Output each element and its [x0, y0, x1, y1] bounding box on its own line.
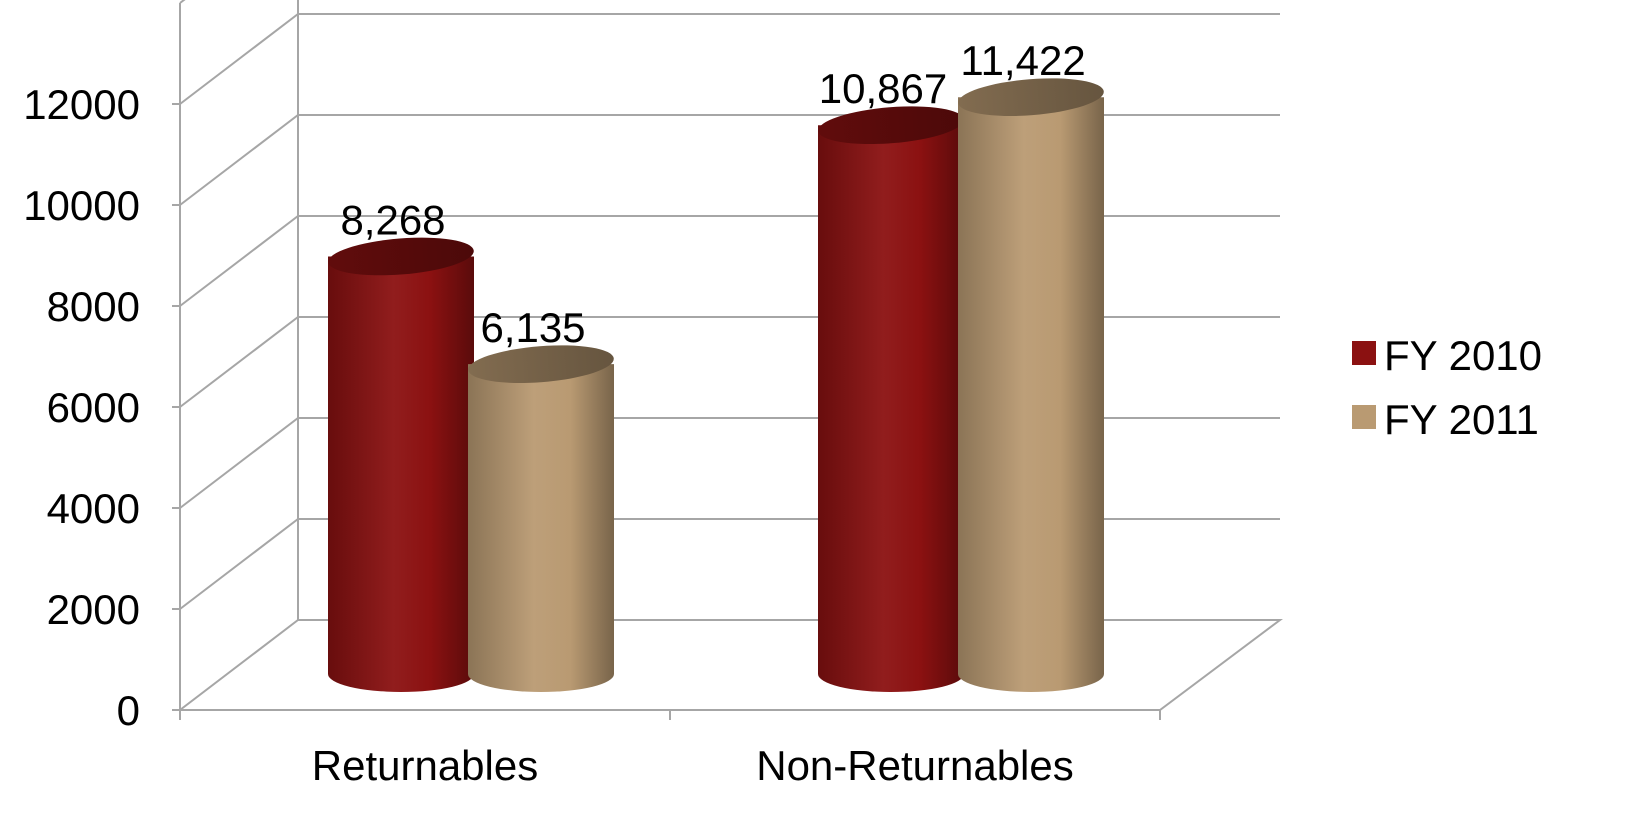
- gridline: [180, 0, 1280, 3]
- gridline: [180, 14, 1280, 104]
- data-label: 10,867: [819, 65, 947, 112]
- data-label: 8,268: [340, 196, 445, 243]
- y-tick-label: 0: [117, 687, 140, 734]
- data-label: 6,135: [480, 304, 585, 351]
- x-category-label: Non-Returnables: [756, 742, 1074, 789]
- y-tick-label: 4000: [47, 485, 140, 532]
- y-tick-label: 2000: [47, 586, 140, 633]
- bar: [327, 233, 475, 692]
- legend-swatch: [1352, 341, 1376, 365]
- y-tick-label: 6000: [47, 384, 140, 431]
- bar: [817, 102, 965, 692]
- legend-label: FY 2011: [1384, 396, 1539, 443]
- legend-label: FY 2010: [1384, 332, 1542, 379]
- bar-body: [958, 97, 1104, 692]
- legend: FY 2010 FY 2011: [1352, 332, 1542, 443]
- bar-body: [328, 256, 474, 692]
- bars: [327, 74, 1105, 692]
- bar: [957, 74, 1105, 692]
- x-category-label: Returnables: [312, 742, 538, 789]
- y-tick-label: 12000: [23, 81, 140, 128]
- gridline: [180, 115, 1280, 205]
- bar-body: [818, 125, 964, 692]
- bar: [467, 341, 615, 692]
- legend-swatch: [1352, 405, 1376, 429]
- bar-body: [468, 364, 614, 692]
- y-tick-label: 10000: [23, 182, 140, 229]
- y-tick-label: 8000: [47, 283, 140, 330]
- data-label: 11,422: [960, 37, 1085, 84]
